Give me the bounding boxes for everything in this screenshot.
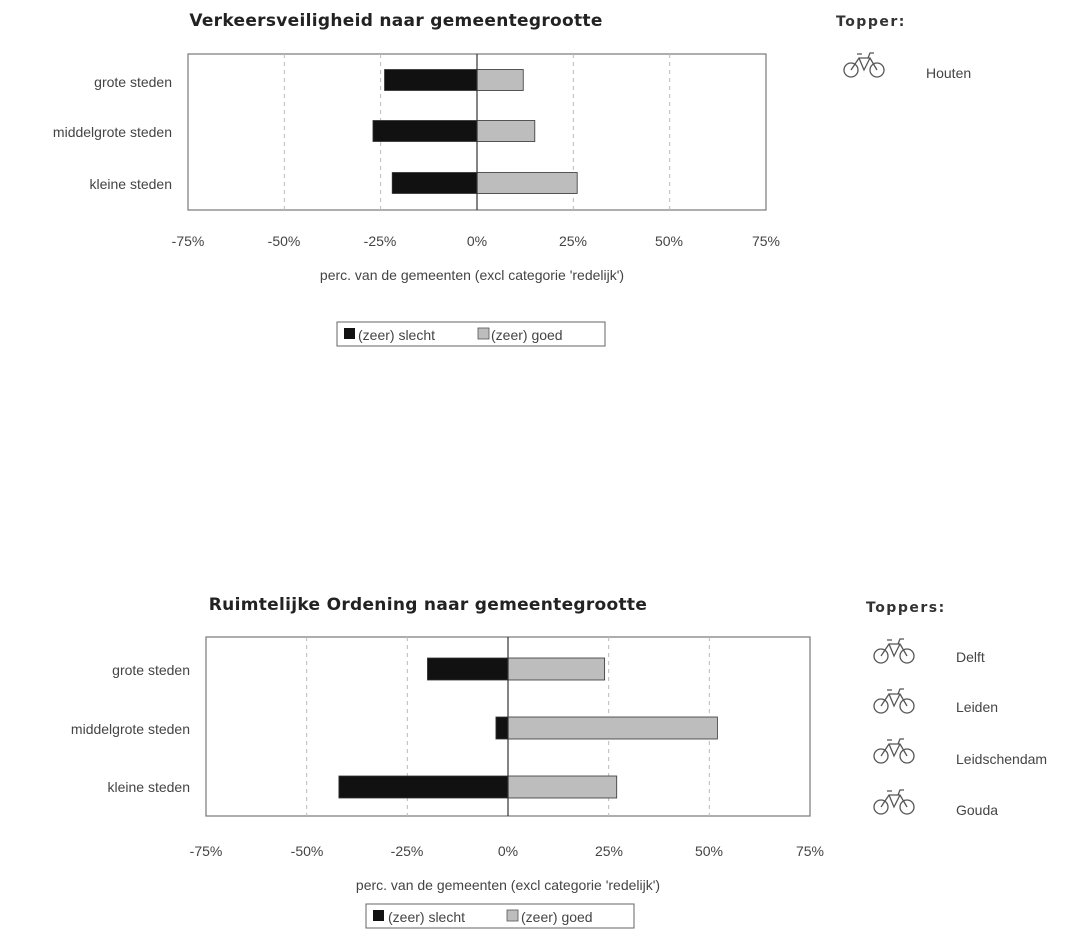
bicycle-icon: [873, 738, 915, 764]
category-label: grote steden: [94, 74, 172, 90]
legend-swatch-slecht: [344, 328, 355, 339]
legend-label-slecht: (zeer) slecht: [358, 327, 435, 343]
x-tick-label: 75%: [752, 233, 780, 249]
topper-item: Houten: [843, 52, 971, 81]
bar-slecht: [384, 69, 478, 91]
bar-goed: [507, 657, 606, 681]
bar-slecht: [372, 120, 478, 142]
x-tick-label: -75%: [190, 843, 223, 859]
x-tick-label: 25%: [595, 843, 623, 859]
x-tick-label: 50%: [655, 233, 683, 249]
legend-swatch-slecht: [373, 910, 384, 921]
bar-goed: [476, 172, 578, 194]
legend-label-goed: (zeer) goed: [521, 909, 593, 925]
bicycle-icon: [843, 52, 885, 78]
bicycle-icon: [873, 789, 915, 815]
x-tick-label: -75%: [172, 233, 205, 249]
x-tick-label: -50%: [291, 843, 324, 859]
toppers-panel-verkeersveiligheid: Topper: Houten: [836, 14, 971, 81]
bar-slecht: [391, 172, 478, 194]
category-label: grote steden: [112, 662, 190, 678]
toppers-panel-ruimtelijke-ordening: Toppers: Delft Leiden Leidschendam: [866, 600, 1047, 818]
x-axis-label: perc. van de gemeenten (excl categorie '…: [320, 267, 624, 283]
legend-label-goed: (zeer) goed: [491, 327, 563, 343]
chart-title: Ruimtelijke Ordening naar gemeentegroott…: [209, 595, 647, 615]
topper-name: Houten: [926, 65, 971, 81]
legend: (zeer) slecht (zeer) goed: [365, 903, 635, 929]
category-label: middelgrote steden: [53, 124, 172, 140]
x-axis-label: perc. van de gemeenten (excl categorie '…: [356, 877, 660, 893]
category-label: kleine steden: [107, 779, 190, 795]
category-label: kleine steden: [89, 176, 172, 192]
topper-item: Delft: [873, 638, 985, 665]
x-tick-label: 75%: [796, 843, 824, 859]
topper-name: Leidschendam: [956, 751, 1047, 767]
legend-swatch-goed: [477, 327, 490, 340]
bar-goed: [476, 69, 524, 91]
bar-slecht: [427, 657, 509, 681]
bar-goed: [476, 120, 536, 142]
plot-area: [187, 53, 767, 211]
x-tick-label: 50%: [695, 843, 723, 859]
x-tick-label: -50%: [268, 233, 301, 249]
category-label: middelgrote steden: [71, 721, 190, 737]
x-tick-label: 0%: [467, 233, 487, 249]
x-tick-label: 25%: [559, 233, 587, 249]
x-tick-label: -25%: [364, 233, 397, 249]
x-tick-label: 0%: [498, 843, 518, 859]
legend-swatch-goed: [506, 909, 519, 922]
bicycle-icon: [873, 688, 915, 714]
legend: (zeer) slecht (zeer) goed: [336, 321, 606, 347]
toppers-heading: Topper:: [836, 14, 906, 30]
chart-ruimtelijke-ordening: Ruimtelijke Ordening naar gemeentegroott…: [71, 595, 824, 929]
bar-slecht: [495, 716, 509, 740]
legend-box: [336, 321, 606, 347]
topper-name: Delft: [956, 649, 985, 665]
plot-area: [205, 636, 811, 817]
toppers-heading: Toppers:: [866, 600, 946, 616]
chart-verkeersveiligheid: Verkeersveiligheid naar gemeentegrootte …: [53, 11, 780, 347]
bar-goed: [507, 716, 718, 740]
topper-item: Leiden: [873, 688, 998, 715]
bicycle-icon: [873, 638, 915, 664]
legend-box: [365, 903, 635, 929]
topper-item: Gouda: [873, 789, 998, 818]
bar-goed: [507, 775, 618, 799]
x-tick-label: -25%: [391, 843, 424, 859]
topper-item: Leidschendam: [873, 738, 1047, 767]
bar-slecht: [338, 775, 509, 799]
legend-label-slecht: (zeer) slecht: [388, 909, 465, 925]
topper-name: Leiden: [956, 699, 998, 715]
chart-title: Verkeersveiligheid naar gemeentegrootte: [189, 11, 602, 31]
topper-name: Gouda: [956, 802, 998, 818]
